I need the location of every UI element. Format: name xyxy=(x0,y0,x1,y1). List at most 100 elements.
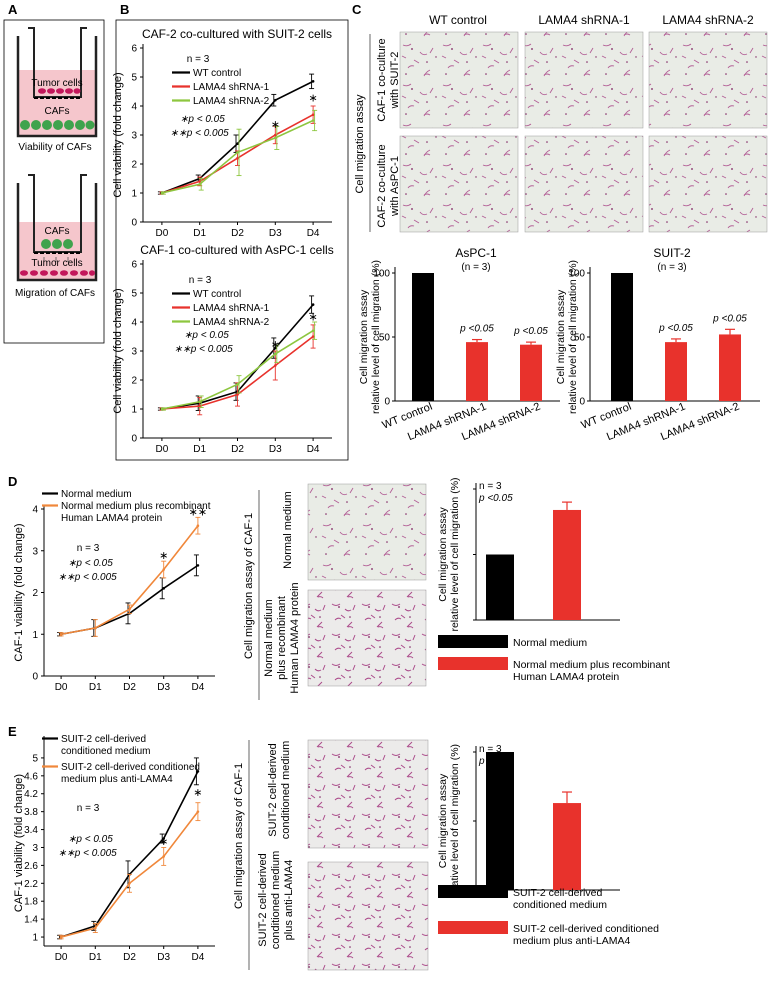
data-point xyxy=(162,837,165,840)
annotation-n: n = 3 xyxy=(479,744,502,755)
y-tick-label: 3.8 xyxy=(24,807,38,818)
y-tick-label: 5 xyxy=(131,289,137,300)
x-tick-label: D2 xyxy=(123,682,136,693)
panel-b-frame xyxy=(115,19,349,461)
annotation-n: n = 3 xyxy=(77,543,100,554)
micro-row-label-line: SUIT-2 cell-derived xyxy=(267,743,279,837)
chart-d2: Cell migration assayrelative level of ce… xyxy=(437,477,670,683)
data-point xyxy=(311,113,315,116)
chart-subtitle: (n = 3) xyxy=(657,262,686,273)
micrograph xyxy=(399,31,519,129)
x-tick-label: D3 xyxy=(157,682,170,693)
legend-label: LAMA4 shRNA-2 xyxy=(193,317,270,328)
significance-mark: ∗ xyxy=(159,836,168,848)
y-tick-label: 50 xyxy=(379,333,391,344)
insert-outline xyxy=(28,174,87,253)
series-2 xyxy=(58,802,201,940)
bar xyxy=(553,803,581,890)
x-tick-label: D4 xyxy=(307,444,320,455)
micro-row-label: Normal medium plus recombinant Human LAM… xyxy=(263,582,301,693)
data-point xyxy=(196,770,200,773)
series-1 xyxy=(157,73,315,195)
micro-row-label-line: conditioned medium xyxy=(270,851,282,949)
legend-label: WT control xyxy=(193,289,241,300)
legend-label: conditioned medium xyxy=(513,899,607,911)
legend-label: conditioned medium xyxy=(61,746,151,757)
significance-mark: ∗ xyxy=(193,787,202,799)
micro-column-label: WT control xyxy=(429,13,487,27)
legend-label: LAMA4 shRNA-1 xyxy=(193,82,270,93)
x-tick-label: D4 xyxy=(192,682,205,693)
well-outline xyxy=(16,36,98,138)
micrograph xyxy=(648,135,768,233)
y-tick-label: 100 xyxy=(373,269,390,280)
diagram-upper-label: CAFs xyxy=(45,226,70,237)
y-axis-label: Cell migration assayrelative level of ce… xyxy=(358,260,382,414)
x-tick-label: D0 xyxy=(156,444,169,455)
annotation-p: ∗p < 0.05 xyxy=(68,558,113,569)
diagram-caption: Viability of CAFs xyxy=(18,142,91,153)
chart-d1: 0 1 2 3 4 D0 D1 D2 D3 D4 CAF-1 viability (fold cha… xyxy=(13,489,215,693)
legend-swatch xyxy=(438,635,508,648)
micro-side-label: Cell migration assay of CAF-1 xyxy=(233,763,245,909)
bar xyxy=(412,273,434,401)
annotation-p: ∗p < 0.05 xyxy=(68,834,113,845)
legend-label: SUIT-2 cell-derived conditioned xyxy=(61,762,200,773)
legend-swatch xyxy=(438,921,508,934)
y-axis-label-line: Cell migration assay xyxy=(358,289,370,384)
chart-e1: 1 1.4 1.8 2.2 2.6 3 3.4 3.8 4.2 4.6 5 D0 D1 D2 D3 D4 CAF… xyxy=(13,734,215,963)
y-axis-label-line: relative level of cell migration (%) xyxy=(370,260,382,414)
data-point xyxy=(196,524,200,527)
data-point xyxy=(162,568,165,571)
series-3 xyxy=(160,321,318,411)
y-tick-label: 1 xyxy=(32,933,38,944)
panel-letter-b: B xyxy=(120,2,129,17)
panel-a-frame xyxy=(3,19,105,344)
x-tick-label: D1 xyxy=(89,682,102,693)
significance-mark: ∗ xyxy=(308,312,317,324)
data-point xyxy=(311,119,315,122)
legend-label: Human LAMA4 protein xyxy=(61,513,162,524)
x-tick-label: D2 xyxy=(231,228,244,239)
y-axis-label: CAF-1 viability (fold change) xyxy=(13,774,25,912)
x-tick-label: D1 xyxy=(193,444,206,455)
bar xyxy=(486,752,514,890)
micro-side-label: Cell migration assay of CAF-1 xyxy=(243,513,255,659)
y-tick-label: 100 xyxy=(568,269,585,280)
micro-row-label-line: CAF-1 co-culture xyxy=(376,38,388,121)
chart-subtitle: (n = 3) xyxy=(461,262,490,273)
micro-row-label-line: SUIT-2 cell-derived xyxy=(257,853,269,947)
data-point xyxy=(196,564,200,567)
migration-arrows xyxy=(43,257,69,262)
y-tick-label: 1.4 xyxy=(24,915,38,926)
data-point xyxy=(311,303,315,306)
y-tick-label: 5 xyxy=(131,73,137,84)
y-tick-label: 4 xyxy=(131,318,137,329)
tumor-cells-bottom xyxy=(20,270,95,276)
micro-row-label: CAF-1 co-culture with SUIT-2 xyxy=(376,38,401,121)
annotation-p: ∗p < 0.05 xyxy=(184,330,229,341)
bar-label: p <0.05 xyxy=(712,313,747,324)
y-tick-label: 4.6 xyxy=(24,771,38,782)
bar xyxy=(520,344,542,401)
bar xyxy=(665,342,687,401)
y-tick-label: 1 xyxy=(131,189,137,200)
y-axis-label-line: Cell migration assay xyxy=(555,289,567,384)
tumor-cells-top xyxy=(38,88,81,94)
micro-row-label-line: Normal medium xyxy=(282,491,294,569)
well-outline xyxy=(16,183,98,282)
micro-side-label: Cell migration assay xyxy=(354,94,366,194)
chart-title: SUIT-2 xyxy=(653,246,691,260)
micrograph xyxy=(307,739,429,849)
y-tick-label: 1 xyxy=(131,405,137,416)
y-axis-label: Cell migration assayrelative level of ce… xyxy=(437,744,461,898)
y-axis-label: Cell viability (fold change) xyxy=(112,288,124,413)
bar xyxy=(486,554,514,620)
data-point xyxy=(198,400,201,404)
y-tick-label: 2 xyxy=(131,160,137,171)
micrograph xyxy=(648,31,768,129)
x-tick-label: D4 xyxy=(192,952,205,963)
annotation-p: ∗∗p < 0.005 xyxy=(174,344,233,355)
